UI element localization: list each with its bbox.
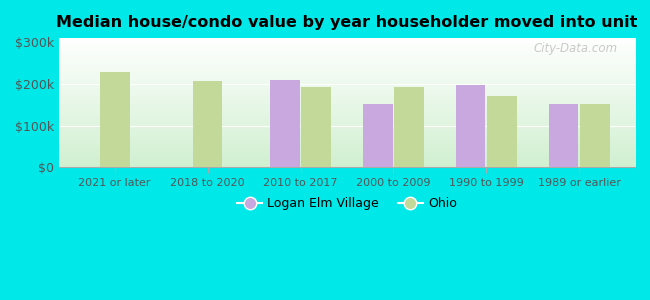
Bar: [395, 87, 424, 167]
Bar: [488, 96, 517, 167]
Bar: [100, 72, 129, 167]
Bar: [580, 103, 610, 167]
Text: City-Data.com: City-Data.com: [534, 42, 618, 55]
Title: Median house/condo value by year householder moved into unit: Median house/condo value by year househo…: [57, 15, 638, 30]
Bar: [270, 80, 300, 167]
Bar: [456, 85, 486, 167]
Legend: Logan Elm Village, Ohio: Logan Elm Village, Ohio: [232, 192, 462, 215]
Bar: [549, 104, 578, 167]
Bar: [363, 104, 393, 167]
Bar: [193, 81, 222, 167]
Bar: [302, 87, 332, 167]
